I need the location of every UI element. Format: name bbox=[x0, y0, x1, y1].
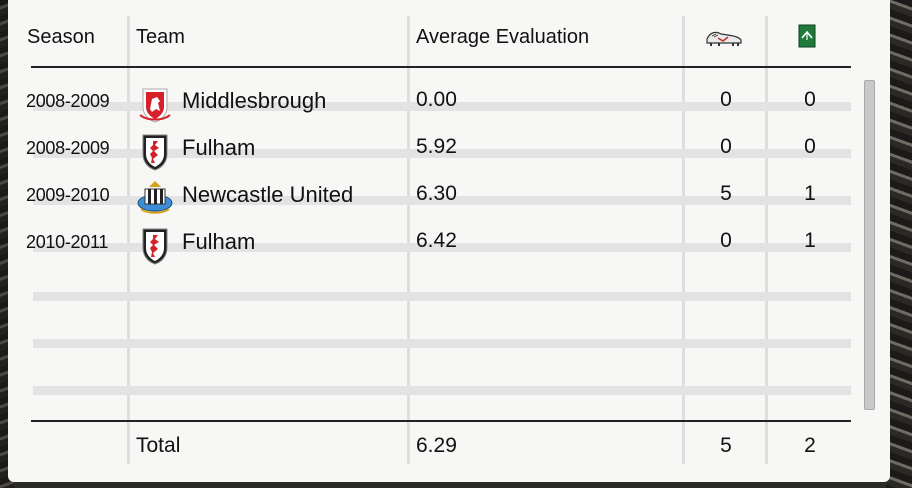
column-divider bbox=[407, 16, 410, 464]
average-evaluation-cell: 0.00 bbox=[416, 88, 457, 111]
column-divider bbox=[765, 16, 768, 464]
background-texture-right bbox=[886, 0, 912, 488]
goals-cell: 0 bbox=[720, 88, 732, 111]
goals-cell: 0 bbox=[720, 229, 732, 252]
average-evaluation-cell: 6.42 bbox=[416, 229, 457, 252]
goals-cell: 5 bbox=[720, 182, 732, 205]
average-evaluation-cell: 5.92 bbox=[416, 135, 457, 158]
row-stripe bbox=[33, 102, 851, 111]
team-name[interactable]: Fulham bbox=[182, 229, 256, 254]
middlesbrough-crest-icon bbox=[135, 85, 175, 125]
header-divider bbox=[31, 66, 851, 68]
row-stripe bbox=[33, 149, 851, 158]
assists-cell: 0 bbox=[804, 135, 816, 158]
row-stripe bbox=[33, 196, 851, 205]
average-evaluation-cell: 6.30 bbox=[416, 182, 457, 205]
column-divider bbox=[682, 16, 685, 464]
assists-cell: 0 bbox=[804, 88, 816, 111]
total-assists: 2 bbox=[804, 434, 816, 457]
team-name[interactable]: Fulham bbox=[182, 135, 256, 160]
table-row[interactable]: 2008-2009 Fulham 5.92 0 0 bbox=[8, 130, 890, 172]
assists-cell: 1 bbox=[804, 182, 816, 205]
season-cell: 2008-2009 bbox=[26, 138, 110, 158]
header-season[interactable]: Season bbox=[27, 26, 95, 48]
total-average-evaluation: 6.29 bbox=[416, 434, 457, 457]
season-cell: 2010-2011 bbox=[26, 232, 109, 252]
assists-cell: 1 bbox=[804, 229, 816, 252]
fulham-crest-icon bbox=[135, 226, 175, 266]
footer-divider bbox=[31, 420, 851, 422]
vertical-scrollbar[interactable] bbox=[864, 80, 875, 410]
header-team[interactable]: Team bbox=[136, 26, 185, 48]
pitch-icon[interactable] bbox=[798, 24, 816, 48]
empty-row-stripe bbox=[33, 386, 851, 395]
team-name[interactable]: Newcastle United bbox=[182, 182, 354, 207]
total-label: Total bbox=[136, 434, 181, 457]
table-row[interactable]: 2010-2011 Fulham 6.42 0 1 bbox=[8, 224, 890, 266]
table-row[interactable]: 2009-2010 Newcastle United 6.30 5 1 bbox=[8, 177, 890, 217]
season-cell: 2008-2009 bbox=[26, 91, 110, 111]
fulham-crest-icon bbox=[135, 132, 175, 172]
team-name[interactable]: Middlesbrough bbox=[182, 88, 327, 113]
goals-cell: 0 bbox=[720, 135, 732, 158]
total-goals: 5 bbox=[720, 434, 732, 457]
column-divider bbox=[127, 16, 130, 464]
newcastle-crest-icon bbox=[135, 179, 175, 219]
row-stripe bbox=[33, 243, 851, 252]
empty-row-stripe bbox=[33, 292, 851, 301]
season-cell: 2009-2010 bbox=[26, 185, 110, 205]
table-row[interactable]: 2008-2009 Middlesbrough 0.00 0 0 bbox=[8, 83, 890, 123]
career-stats-panel: Season Team Average Evaluation 2008-2009 bbox=[8, 0, 890, 482]
empty-row-stripe bbox=[33, 339, 851, 348]
header-average-evaluation[interactable]: Average Evaluation bbox=[416, 26, 590, 48]
boot-icon[interactable] bbox=[704, 26, 744, 48]
